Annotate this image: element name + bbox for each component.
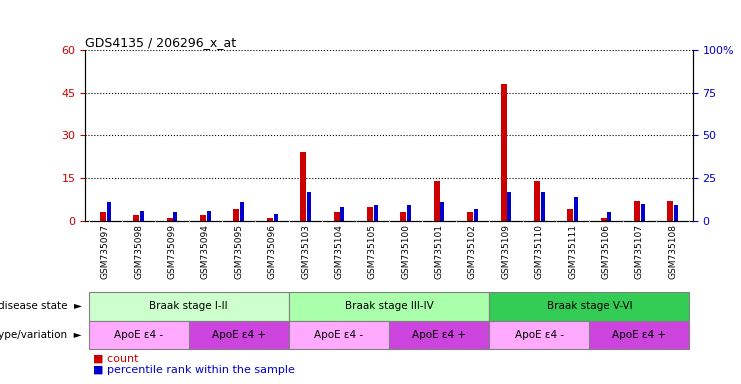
Bar: [89, 321, 189, 349]
Text: ■ percentile rank within the sample: ■ percentile rank within the sample: [93, 364, 294, 375]
Text: ■ count: ■ count: [93, 354, 138, 364]
Text: GSM735098: GSM735098: [134, 224, 143, 279]
Bar: [389, 321, 489, 349]
Bar: [300, 152, 306, 221]
Text: ApoE ε4 +: ApoE ε4 +: [212, 330, 266, 340]
Bar: [367, 207, 373, 221]
Bar: [440, 202, 445, 221]
Bar: [589, 321, 689, 349]
Bar: [240, 202, 244, 221]
Bar: [207, 210, 210, 221]
Bar: [473, 209, 478, 221]
Text: ApoE ε4 -: ApoE ε4 -: [314, 330, 364, 340]
Text: GSM735107: GSM735107: [635, 224, 644, 279]
Text: GSM735094: GSM735094: [201, 224, 210, 279]
Bar: [289, 321, 389, 349]
Bar: [574, 197, 578, 221]
Text: GSM735110: GSM735110: [535, 224, 544, 279]
Text: GSM735101: GSM735101: [435, 224, 444, 279]
Text: genotype/variation  ►: genotype/variation ►: [0, 330, 82, 340]
Text: ApoE ε4 -: ApoE ε4 -: [114, 330, 163, 340]
Bar: [140, 210, 144, 221]
Text: GSM735100: GSM735100: [401, 224, 411, 279]
Text: GSM735103: GSM735103: [301, 224, 310, 279]
Text: Braak stage I-II: Braak stage I-II: [150, 301, 228, 311]
Bar: [407, 205, 411, 221]
Bar: [541, 192, 545, 221]
Bar: [500, 84, 507, 221]
Bar: [173, 212, 177, 221]
Bar: [489, 321, 589, 349]
Bar: [674, 205, 678, 221]
Text: GSM735096: GSM735096: [268, 224, 276, 279]
Bar: [507, 192, 511, 221]
Bar: [340, 207, 345, 221]
Bar: [100, 212, 106, 221]
Bar: [189, 321, 289, 349]
Bar: [133, 215, 139, 221]
Bar: [568, 209, 574, 221]
Text: Braak stage III-IV: Braak stage III-IV: [345, 301, 433, 311]
Bar: [433, 181, 439, 221]
Bar: [307, 192, 311, 221]
Text: ApoE ε4 +: ApoE ε4 +: [412, 330, 466, 340]
Text: GSM735109: GSM735109: [502, 224, 511, 279]
Bar: [634, 201, 640, 221]
Text: GSM735102: GSM735102: [468, 224, 477, 279]
Bar: [400, 212, 406, 221]
Bar: [267, 218, 273, 221]
Text: GSM735111: GSM735111: [568, 224, 577, 279]
Bar: [289, 292, 489, 321]
Text: GSM735105: GSM735105: [368, 224, 377, 279]
Bar: [601, 218, 607, 221]
Text: GSM735095: GSM735095: [234, 224, 243, 279]
Bar: [107, 202, 110, 221]
Bar: [89, 292, 289, 321]
Bar: [273, 214, 278, 221]
Bar: [333, 212, 339, 221]
Text: disease state  ►: disease state ►: [0, 301, 82, 311]
Text: GSM735104: GSM735104: [334, 224, 343, 279]
Bar: [467, 212, 473, 221]
Bar: [534, 181, 540, 221]
Bar: [373, 205, 378, 221]
Bar: [167, 218, 173, 221]
Bar: [200, 215, 206, 221]
Bar: [233, 209, 239, 221]
Text: GSM735099: GSM735099: [167, 224, 176, 279]
Bar: [641, 204, 645, 221]
Text: Braak stage V-VI: Braak stage V-VI: [547, 301, 632, 311]
Text: GDS4135 / 206296_x_at: GDS4135 / 206296_x_at: [85, 36, 236, 49]
Text: ApoE ε4 -: ApoE ε4 -: [515, 330, 564, 340]
Text: ApoE ε4 +: ApoE ε4 +: [612, 330, 666, 340]
Text: GSM735106: GSM735106: [602, 224, 611, 279]
Text: GSM735097: GSM735097: [101, 224, 110, 279]
Text: GSM735108: GSM735108: [668, 224, 677, 279]
Bar: [668, 201, 674, 221]
Bar: [608, 212, 611, 221]
Bar: [489, 292, 689, 321]
